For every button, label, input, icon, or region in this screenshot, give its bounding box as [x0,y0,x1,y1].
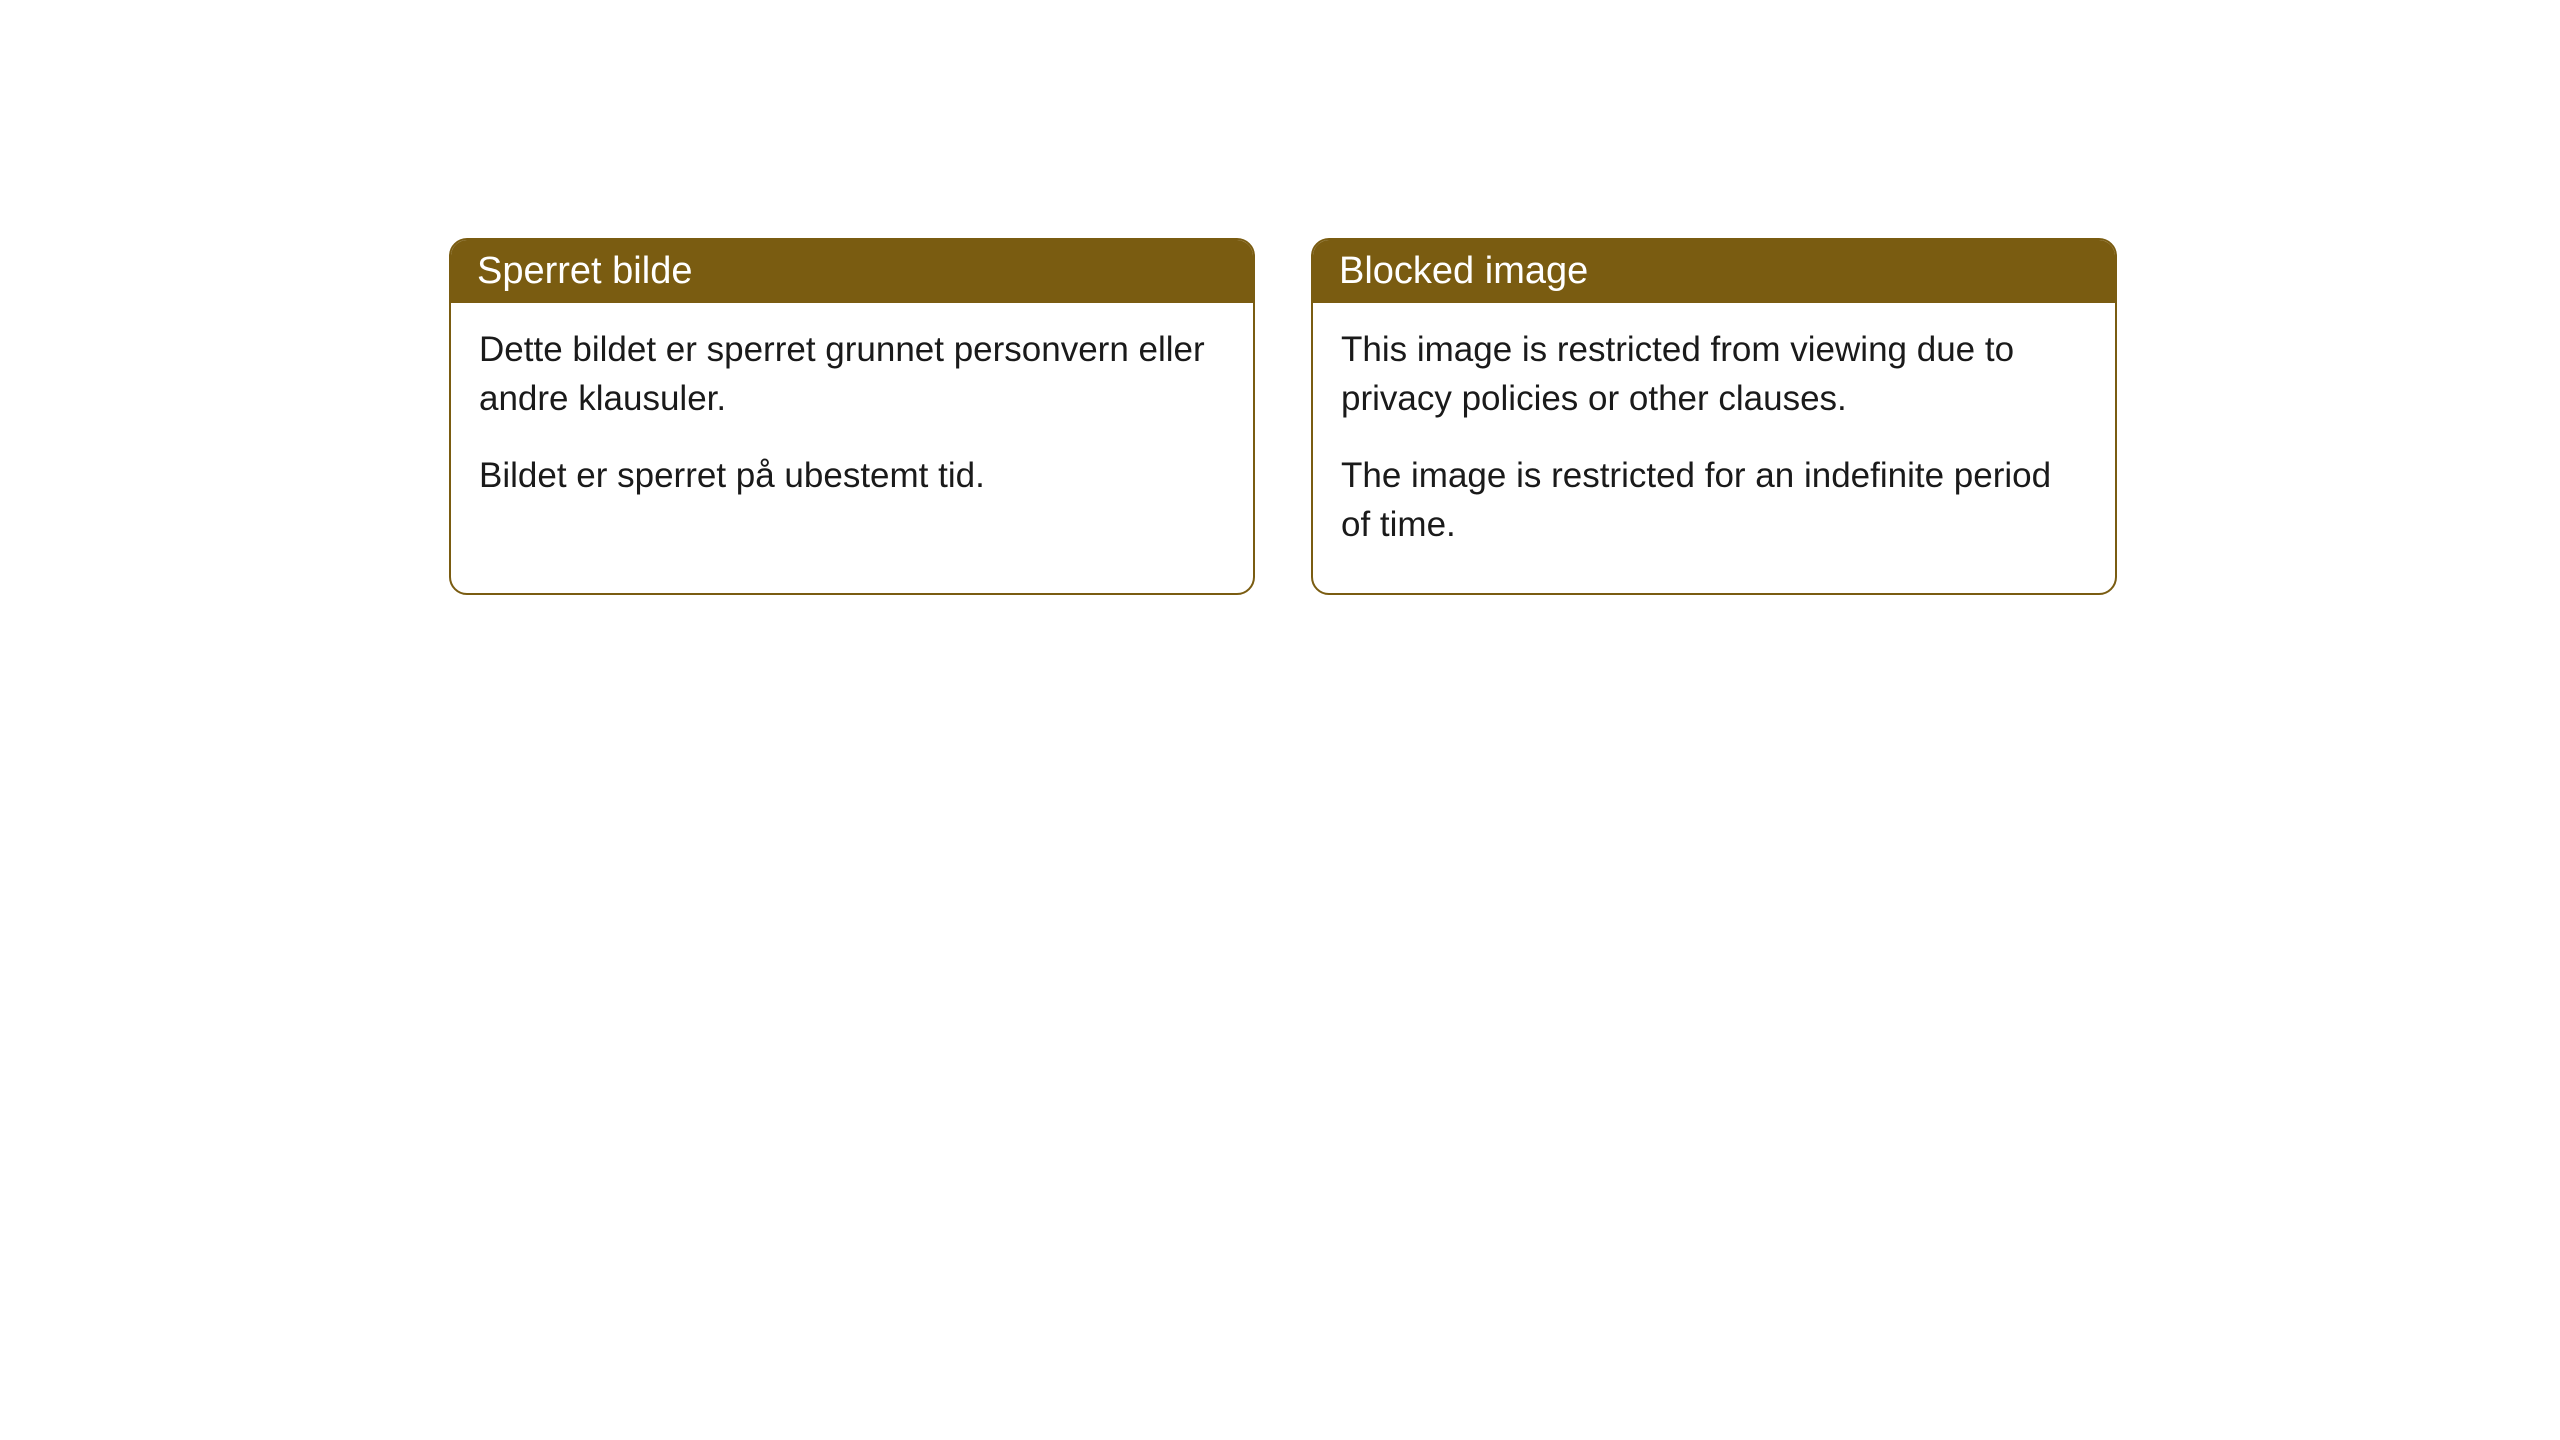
card-body-english: This image is restricted from viewing du… [1313,303,2115,593]
card-norwegian: Sperret bilde Dette bildet er sperret gr… [449,238,1255,595]
card-paragraph-english-2: The image is restricted for an indefinit… [1341,451,2087,549]
card-paragraph-norwegian-2: Bildet er sperret på ubestemt tid. [479,451,1225,500]
card-paragraph-norwegian-1: Dette bildet er sperret grunnet personve… [479,325,1225,423]
card-header-english: Blocked image [1313,240,2115,303]
cards-container: Sperret bilde Dette bildet er sperret gr… [449,238,2117,595]
card-body-norwegian: Dette bildet er sperret grunnet personve… [451,303,1253,544]
card-english: Blocked image This image is restricted f… [1311,238,2117,595]
card-paragraph-english-1: This image is restricted from viewing du… [1341,325,2087,423]
card-header-norwegian: Sperret bilde [451,240,1253,303]
